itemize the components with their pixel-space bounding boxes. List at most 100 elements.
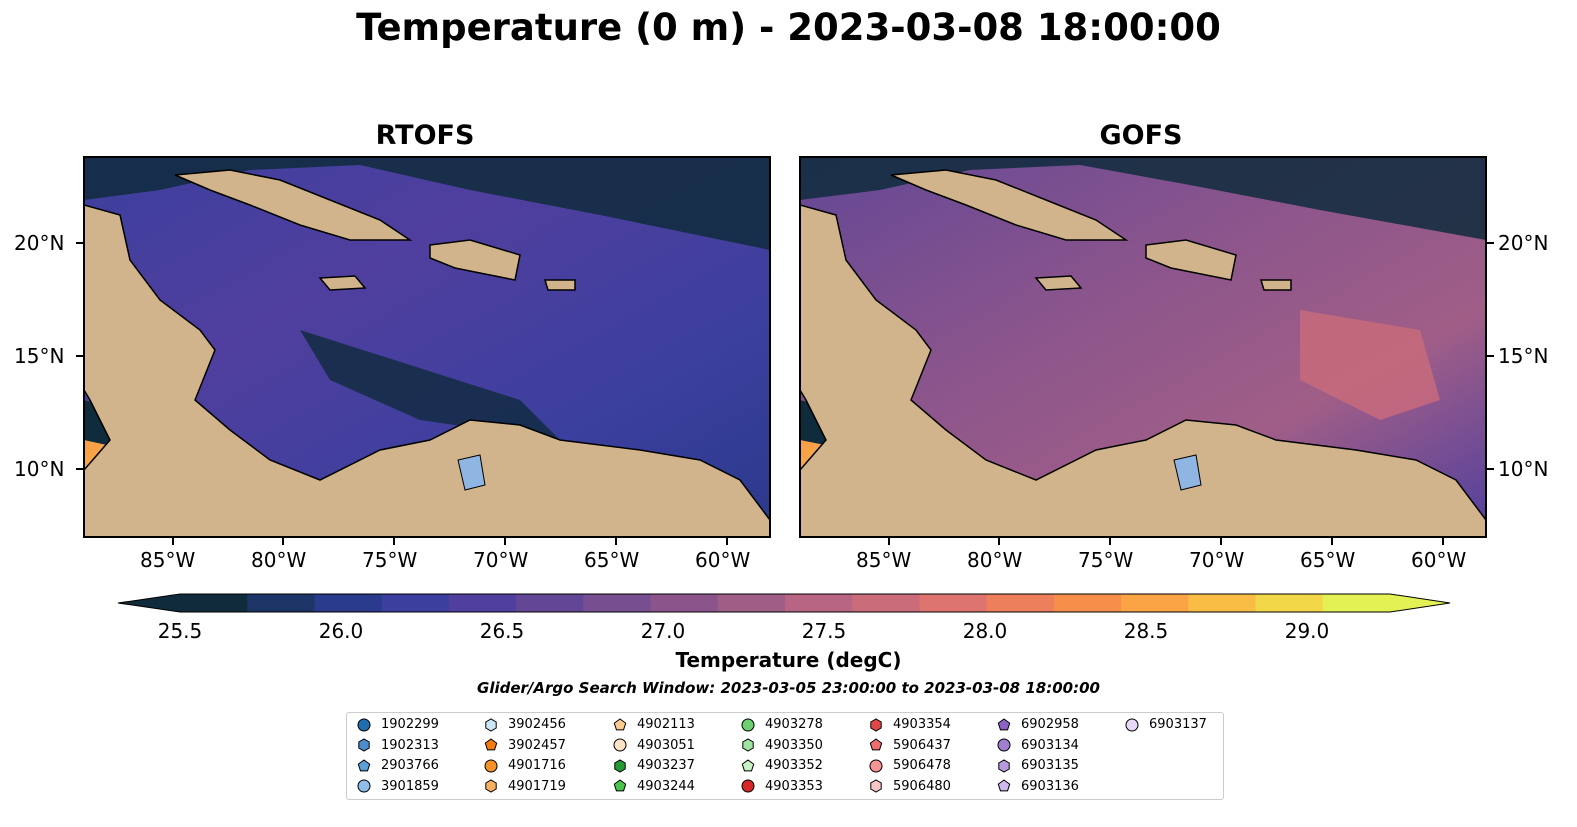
legend-item-label: 4903278 — [765, 717, 823, 732]
legend-item-label: 4903352 — [765, 758, 823, 773]
colorbar-tick-label: 26.0 — [318, 619, 364, 643]
legend-marker-icon — [997, 717, 1011, 730]
lon-label: 70°W — [473, 548, 529, 572]
legend-marker-icon — [870, 779, 882, 793]
legend-item: 5906478 — [869, 758, 951, 773]
legend-item: 3902457 — [484, 738, 566, 753]
map-rtofs — [84, 157, 770, 537]
colorbar-segment — [986, 594, 1055, 612]
legend-item-label: 2903766 — [381, 758, 439, 773]
colorbar-segment — [516, 594, 584, 612]
lon-label: 80°W — [967, 548, 1023, 572]
legend-item-label: 3902457 — [508, 737, 566, 753]
lat-label: 20°N — [14, 231, 65, 255]
colorbar-segment — [1322, 594, 1391, 612]
legend-marker-icon — [614, 758, 626, 773]
colorbar-extend-low — [118, 594, 180, 612]
colorbar-segment — [1255, 594, 1324, 612]
legend-item-label: 4903051 — [637, 737, 695, 753]
legend-marker-icon — [613, 779, 627, 792]
colorbar-segment — [1053, 594, 1122, 612]
lat-label: 10°N — [1498, 457, 1549, 481]
colorbar-segment — [247, 594, 315, 612]
legend-marker-icon — [484, 759, 498, 772]
colorbar-segment — [448, 594, 517, 612]
legend-marker-icon — [613, 717, 627, 730]
colorbar-label: Temperature (degC) — [675, 648, 902, 672]
legend-item-label: 6903137 — [1149, 717, 1207, 732]
legend-item-label: 3901859 — [381, 778, 439, 794]
legend-item: 4901716 — [484, 758, 566, 773]
legend-item: 1902299 — [357, 717, 439, 732]
search-window: Glider/Argo Search Window: 2023-03-05 23… — [477, 679, 1100, 697]
legend-item-label: 6903136 — [1021, 778, 1079, 794]
lat-label: 15°N — [1498, 344, 1549, 368]
legend-item-label: 4903354 — [893, 717, 951, 732]
legend-item: 6903134 — [997, 738, 1079, 753]
lon-label: 65°W — [1300, 548, 1356, 572]
legend-marker-icon — [484, 738, 498, 751]
legend-marker-icon — [741, 758, 755, 771]
legend-item-label: 5906480 — [893, 778, 951, 794]
legend-item-label: 6903134 — [1021, 737, 1079, 753]
legend-item: 6903135 — [997, 758, 1079, 773]
legend-item: 6902958 — [997, 717, 1079, 732]
legend-item-label: 5906478 — [893, 758, 951, 773]
lon-label: 65°W — [584, 548, 640, 572]
colorbar-tick-label: 27.5 — [801, 619, 847, 643]
legend-item-label: 6903135 — [1021, 758, 1079, 773]
legend-item: 6903137 — [1125, 717, 1207, 732]
legend-item-label: 6902958 — [1021, 717, 1079, 732]
legend-item: 4903354 — [869, 717, 951, 732]
colorbar-tick-label: 29.0 — [1284, 619, 1330, 643]
lon-label: 60°W — [695, 548, 751, 572]
colorbar-segment — [583, 594, 652, 612]
colorbar-segment — [785, 594, 853, 612]
panel-title-rtofs: RTOFS — [375, 120, 475, 151]
legend-item: 4903237 — [613, 758, 695, 773]
colorbar-segment — [717, 594, 786, 612]
legend-marker-icon — [1125, 718, 1139, 731]
lon-label: 70°W — [1189, 548, 1245, 572]
legend-item-label: 3902456 — [508, 717, 566, 732]
legend-item: 4901719 — [484, 779, 566, 794]
colorbar — [117, 593, 1451, 613]
colorbar-tick-label: 26.5 — [479, 619, 525, 643]
lat-label: 10°N — [14, 457, 65, 481]
legend-marker-icon — [869, 759, 883, 772]
colorbar-tick-label: 25.5 — [157, 619, 203, 643]
legend-item-label: 4902113 — [637, 717, 695, 732]
legend-item-label: 4901716 — [508, 758, 566, 773]
legend: 1902299 1902313 2903766 3901859 3902456 39024… — [346, 712, 1224, 800]
legend-marker-icon — [870, 717, 882, 732]
legend-item: 4902113 — [613, 717, 695, 732]
legend-item: 2903766 — [357, 758, 439, 773]
colorbar-tick-label: 28.0 — [962, 619, 1008, 643]
lon-label: 60°W — [1411, 548, 1467, 572]
legend-item: 5906480 — [869, 779, 951, 794]
legend-marker-icon — [869, 738, 883, 751]
legend-marker-icon — [997, 779, 1011, 792]
colorbar-segment — [1121, 594, 1189, 612]
legend-marker-icon — [485, 779, 497, 793]
legend-item: 3902456 — [484, 717, 566, 732]
legend-marker-icon — [485, 717, 497, 732]
legend-item: 1902313 — [357, 738, 439, 753]
legend-marker-icon — [357, 758, 371, 771]
legend-marker-icon — [742, 738, 754, 752]
lon-label: 75°W — [1078, 548, 1134, 572]
lon-label: 80°W — [251, 548, 307, 572]
legend-item: 4903244 — [613, 779, 695, 794]
legend-item-label: 4903244 — [637, 778, 695, 794]
lon-label: 75°W — [362, 548, 418, 572]
legend-item-label: 1902313 — [381, 737, 439, 753]
legend-marker-icon — [998, 758, 1010, 773]
legend-marker-icon — [741, 718, 755, 731]
colorbar-segment — [919, 594, 988, 612]
legend-item-label: 5906437 — [893, 737, 951, 753]
legend-marker-icon — [357, 718, 371, 731]
panel-title-gofs: GOFS — [1099, 120, 1183, 151]
colorbar-tick-label: 28.5 — [1123, 619, 1169, 643]
map-gofs — [800, 157, 1486, 537]
